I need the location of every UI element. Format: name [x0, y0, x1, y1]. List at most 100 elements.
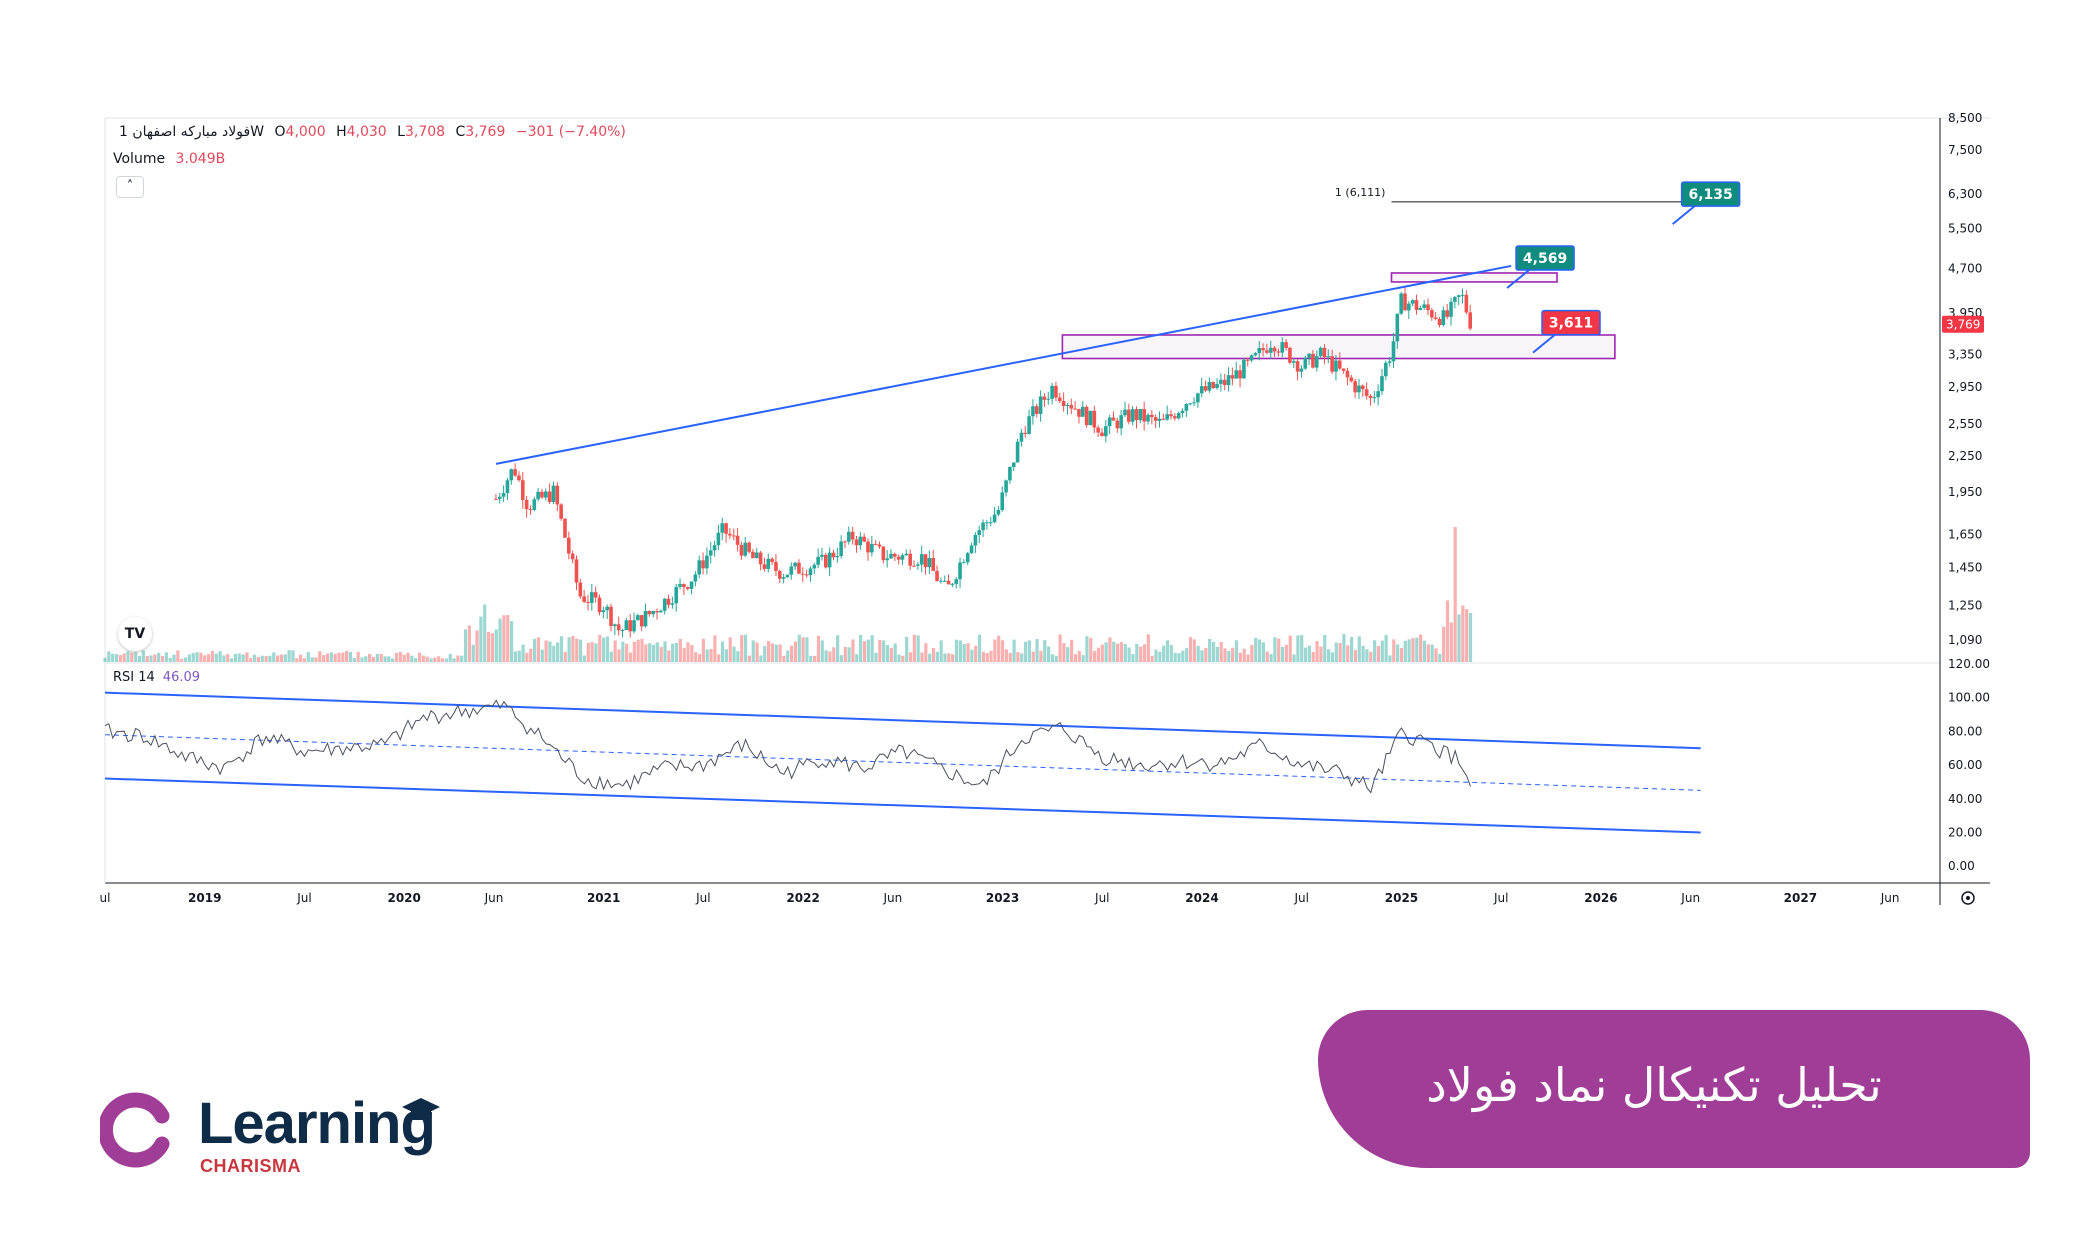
- candle-body: [1456, 295, 1461, 298]
- price-tick-label: 4,700: [1948, 262, 1982, 276]
- volume-bar: [989, 650, 993, 662]
- volume-bar: [759, 655, 763, 662]
- volume-bar: [414, 658, 418, 662]
- volume-bar: [160, 655, 165, 662]
- candle-body: [816, 556, 820, 565]
- candle-body: [1303, 357, 1308, 369]
- volume-bar: [1116, 643, 1120, 662]
- candle-body: [908, 553, 912, 566]
- candle-body: [1234, 370, 1239, 379]
- volume-bar: [1096, 647, 1101, 662]
- candle-body: [881, 546, 886, 561]
- volume-bar: [743, 634, 748, 662]
- candle-body: [1042, 396, 1047, 400]
- collapse-legend-button[interactable]: ˄: [116, 176, 144, 198]
- candle-body: [1050, 385, 1054, 399]
- candle-body: [1407, 303, 1411, 311]
- candle-body: [1353, 381, 1357, 393]
- candle-body: [1291, 361, 1296, 363]
- volume-bar: [437, 656, 441, 662]
- time-tick-label: Jul: [296, 891, 311, 905]
- volume-bar: [203, 655, 207, 662]
- tradingview-logo-icon[interactable]: TV: [118, 617, 152, 651]
- candle-body: [1357, 385, 1361, 393]
- volume-bar: [836, 635, 840, 662]
- last-price-label: 3,769: [1946, 318, 1980, 332]
- volume-bar: [287, 650, 291, 662]
- candle-body: [674, 586, 679, 604]
- candle-body: [632, 620, 636, 632]
- candle-body: [1165, 414, 1169, 420]
- volume-bar: [874, 652, 878, 662]
- volume-bar: [1442, 626, 1446, 662]
- volume-bar: [521, 644, 525, 662]
- volume-bar: [559, 636, 564, 662]
- title-banner: تحلیل تکنیکال نماد فولاد: [1318, 1010, 2030, 1168]
- volume-bar: [1020, 653, 1024, 662]
- volume-bar: [1231, 647, 1235, 662]
- volume-bar: [843, 646, 847, 662]
- price-callout-label: 3,611: [1549, 316, 1593, 332]
- candle-body: [789, 566, 794, 575]
- volume-bar: [517, 650, 521, 662]
- volume-bar: [310, 657, 314, 662]
- candle-body: [1031, 406, 1035, 417]
- volume-bar: [724, 649, 728, 662]
- candle-body: [1368, 395, 1373, 399]
- volume-bar: [1227, 650, 1231, 662]
- candle-body: [1445, 310, 1449, 317]
- volume-bar: [1330, 652, 1335, 662]
- volume-bar: [694, 652, 698, 662]
- volume-bar: [908, 652, 913, 662]
- low-label: L: [397, 124, 405, 140]
- candle-body: [597, 597, 602, 613]
- volume-bar: [824, 650, 828, 662]
- candle-body: [827, 552, 832, 568]
- candle-body: [1426, 304, 1430, 311]
- volume-bar: [993, 639, 997, 662]
- candle-body: [1203, 386, 1208, 391]
- volume-bar: [663, 641, 667, 662]
- volume-bar: [567, 637, 571, 662]
- candle-body: [804, 574, 809, 576]
- volume-bar: [594, 643, 598, 662]
- settings-gear-icon-center: [1966, 896, 1970, 900]
- volume-legend: Volume 3.049B: [113, 151, 225, 167]
- volume-bar: [1445, 600, 1450, 662]
- volume-bar: [490, 633, 495, 662]
- candle-body: [747, 542, 751, 552]
- volume-bar: [575, 638, 579, 662]
- candle-body: [494, 498, 498, 500]
- candle-body: [701, 560, 705, 569]
- rsi-tick-label: 120.00: [1948, 657, 1990, 671]
- volume-bar: [513, 651, 518, 662]
- volume-bar: [440, 658, 445, 662]
- candle-body: [965, 553, 970, 563]
- candle-body: [662, 598, 667, 611]
- candle-body: [1015, 441, 1020, 463]
- interval-label[interactable]: 1W: [119, 124, 265, 140]
- price-zone-box: [1390, 272, 1558, 283]
- volume-bar: [1035, 639, 1039, 662]
- price-tick-label: 5,500: [1948, 222, 1982, 236]
- volume-bar: [1108, 637, 1112, 662]
- volume-bar: [410, 655, 414, 662]
- volume-bar: [1269, 654, 1273, 662]
- volume-bar: [1238, 652, 1242, 662]
- volume-bar: [1204, 647, 1208, 662]
- volume-bar: [1315, 640, 1319, 662]
- candle-body: [758, 552, 763, 565]
- volume-bar: [1081, 655, 1085, 662]
- volume-bar: [947, 653, 951, 662]
- volume-bar: [371, 656, 376, 662]
- candle-body: [1008, 466, 1012, 481]
- rsi-legend: RSI 14 46.09: [113, 670, 200, 685]
- candle-body: [570, 553, 575, 560]
- volume-bar: [905, 636, 909, 662]
- rsi-tick-label: 80.00: [1948, 724, 1982, 738]
- candle-body: [1433, 317, 1438, 319]
- candle-body: [1284, 342, 1288, 348]
- candle-body: [1288, 347, 1292, 363]
- volume-bar: [1173, 652, 1177, 662]
- candle-body: [1150, 414, 1154, 418]
